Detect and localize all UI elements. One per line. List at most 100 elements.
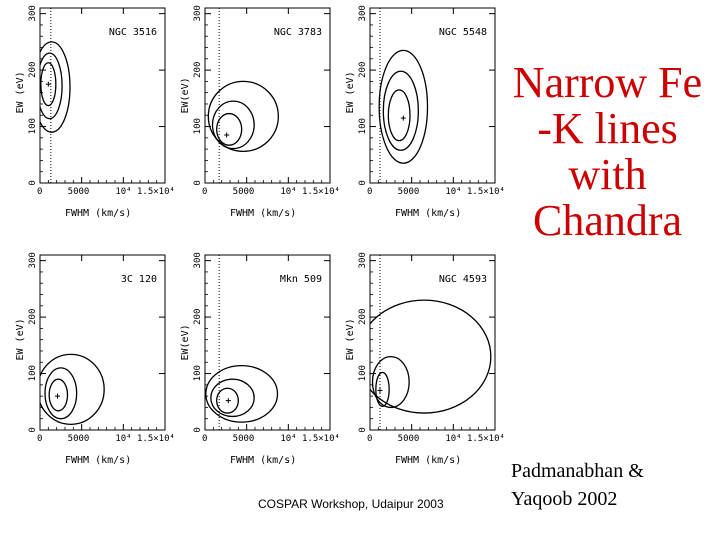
y-tick-label: 100 (28, 118, 38, 134)
contour-line (40, 353, 105, 425)
y-tick-label: 200 (358, 62, 368, 78)
slide-title: Narrow Fe -K lines with Chandra (505, 60, 710, 244)
y-axis-label: EW (eV) (15, 318, 26, 360)
y-tick-label: 200 (193, 62, 203, 78)
x-tick-label: 10⁴ (445, 187, 461, 197)
x-tick-label: 5000 (398, 434, 420, 444)
x-tick-label: 0 (37, 434, 42, 444)
title-line: Chandra (532, 196, 683, 245)
contour-panel: 0 5000 10⁴ 1.5×10⁴ 0 100 200 300 FWHM (km/s) EW (… (15, 252, 175, 466)
contour-line (207, 80, 279, 153)
y-tick-label: 100 (358, 365, 368, 381)
x-tick-label: 1.5×10⁴ (137, 187, 175, 197)
contour-group (40, 41, 71, 133)
y-tick-label: 100 (193, 365, 203, 381)
contour-group (40, 353, 105, 425)
contour-line (48, 378, 69, 412)
y-tick-label: 100 (28, 365, 38, 381)
y-tick-label: 300 (358, 252, 368, 268)
y-tick-label: 200 (358, 309, 368, 325)
x-axis-label: FWHM (km/s) (65, 208, 131, 219)
x-axis-label: FWHM (km/s) (230, 455, 296, 466)
y-tick-label: 0 (28, 180, 38, 185)
panel-title: NGC 3783 (274, 27, 322, 38)
x-tick-label: 10⁴ (115, 187, 131, 197)
y-tick-label: 0 (358, 427, 368, 432)
y-tick-label: 300 (193, 252, 203, 268)
citation-line: Yaqoob 2002 (511, 488, 618, 510)
contour-line (211, 100, 255, 150)
plot-frame (204, 254, 331, 431)
y-tick-label: 200 (28, 62, 38, 78)
contour-line (382, 70, 419, 151)
contour-group (370, 299, 492, 414)
x-tick-label: 0 (202, 434, 207, 444)
y-axis-label: EW(eV) (180, 77, 191, 113)
x-tick-label: 5000 (398, 187, 420, 197)
contour-line (387, 89, 411, 142)
contour-line (370, 299, 492, 414)
y-tick-label: 200 (193, 309, 203, 325)
y-tick-label: 0 (193, 180, 203, 185)
plot-frame (369, 7, 496, 184)
y-axis-label: EW (eV) (15, 71, 26, 113)
x-tick-label: 1.5×10⁴ (302, 187, 340, 197)
contour-panel: 0 5000 10⁴ 1.5×10⁴ 0 100 200 300 FWHM (km/s) EW (… (345, 252, 505, 466)
contour-group (378, 49, 429, 164)
y-tick-label: 300 (28, 5, 38, 21)
contour-line (378, 49, 429, 164)
x-axis-label: FWHM (km/s) (395, 455, 461, 466)
x-tick-label: 5000 (68, 434, 90, 444)
x-tick-label: 1.5×10⁴ (137, 434, 175, 444)
title-line: -K lines (537, 104, 678, 153)
x-tick-label: 0 (367, 187, 372, 197)
contour-group (205, 364, 279, 423)
y-axis-label: EW(eV) (180, 324, 191, 360)
title-line: Narrow Fe (512, 58, 703, 107)
contour-line (216, 387, 239, 414)
x-tick-label: 5000 (233, 187, 255, 197)
y-tick-label: 0 (28, 427, 38, 432)
panel-title: 3C 120 (121, 274, 157, 285)
x-tick-label: 0 (367, 434, 372, 444)
contour-line (205, 364, 279, 423)
x-tick-label: 10⁴ (280, 434, 296, 444)
x-axis-label: FWHM (km/s) (65, 455, 131, 466)
contour-panel: 0 5000 10⁴ 1.5×10⁴ 0 100 200 300 FWHM (km/s) EW (… (345, 5, 505, 219)
citation: Padmanabhan & Yaqoob 2002 (511, 457, 644, 513)
x-tick-label: 10⁴ (280, 187, 296, 197)
panel-title: NGC 5548 (439, 27, 487, 38)
x-tick-label: 5000 (68, 187, 90, 197)
x-tick-label: 1.5×10⁴ (467, 187, 505, 197)
panel-title: NGC 3516 (109, 27, 157, 38)
x-tick-label: 0 (37, 187, 42, 197)
footer-text: COSPAR Workshop, Udaipur 2003 (258, 497, 444, 511)
citation-line: Padmanabhan & (511, 460, 644, 482)
x-tick-label: 10⁴ (445, 434, 461, 444)
y-tick-label: 100 (358, 118, 368, 134)
x-tick-label: 1.5×10⁴ (302, 434, 340, 444)
plot-frame (369, 254, 496, 431)
y-tick-label: 100 (193, 118, 203, 134)
plot-frame (39, 254, 166, 431)
panel-title: NGC 4593 (439, 274, 487, 285)
contour-group (207, 80, 279, 153)
contour-line (40, 52, 63, 120)
plot-frame (39, 7, 166, 184)
plot-frame (204, 7, 331, 184)
contour-panel: 0 5000 10⁴ 1.5×10⁴ 0 100 200 300 FWHM (km/s) EW (… (15, 5, 175, 219)
y-tick-label: 0 (193, 427, 203, 432)
x-tick-label: 10⁴ (115, 434, 131, 444)
y-tick-label: 300 (193, 5, 203, 21)
x-axis-label: FWHM (km/s) (230, 208, 296, 219)
x-tick-label: 5000 (233, 434, 255, 444)
contour-line (375, 371, 390, 407)
contour-line (40, 41, 71, 133)
y-tick-label: 300 (28, 252, 38, 268)
x-tick-label: 0 (202, 187, 207, 197)
panel-title: Mkn 509 (280, 274, 322, 285)
contour-panel: 0 5000 10⁴ 1.5×10⁴ 0 100 200 300 FWHM (km/s) EW(e… (180, 5, 340, 219)
y-tick-label: 200 (28, 309, 38, 325)
contour-line (210, 378, 255, 418)
y-tick-label: 0 (358, 180, 368, 185)
